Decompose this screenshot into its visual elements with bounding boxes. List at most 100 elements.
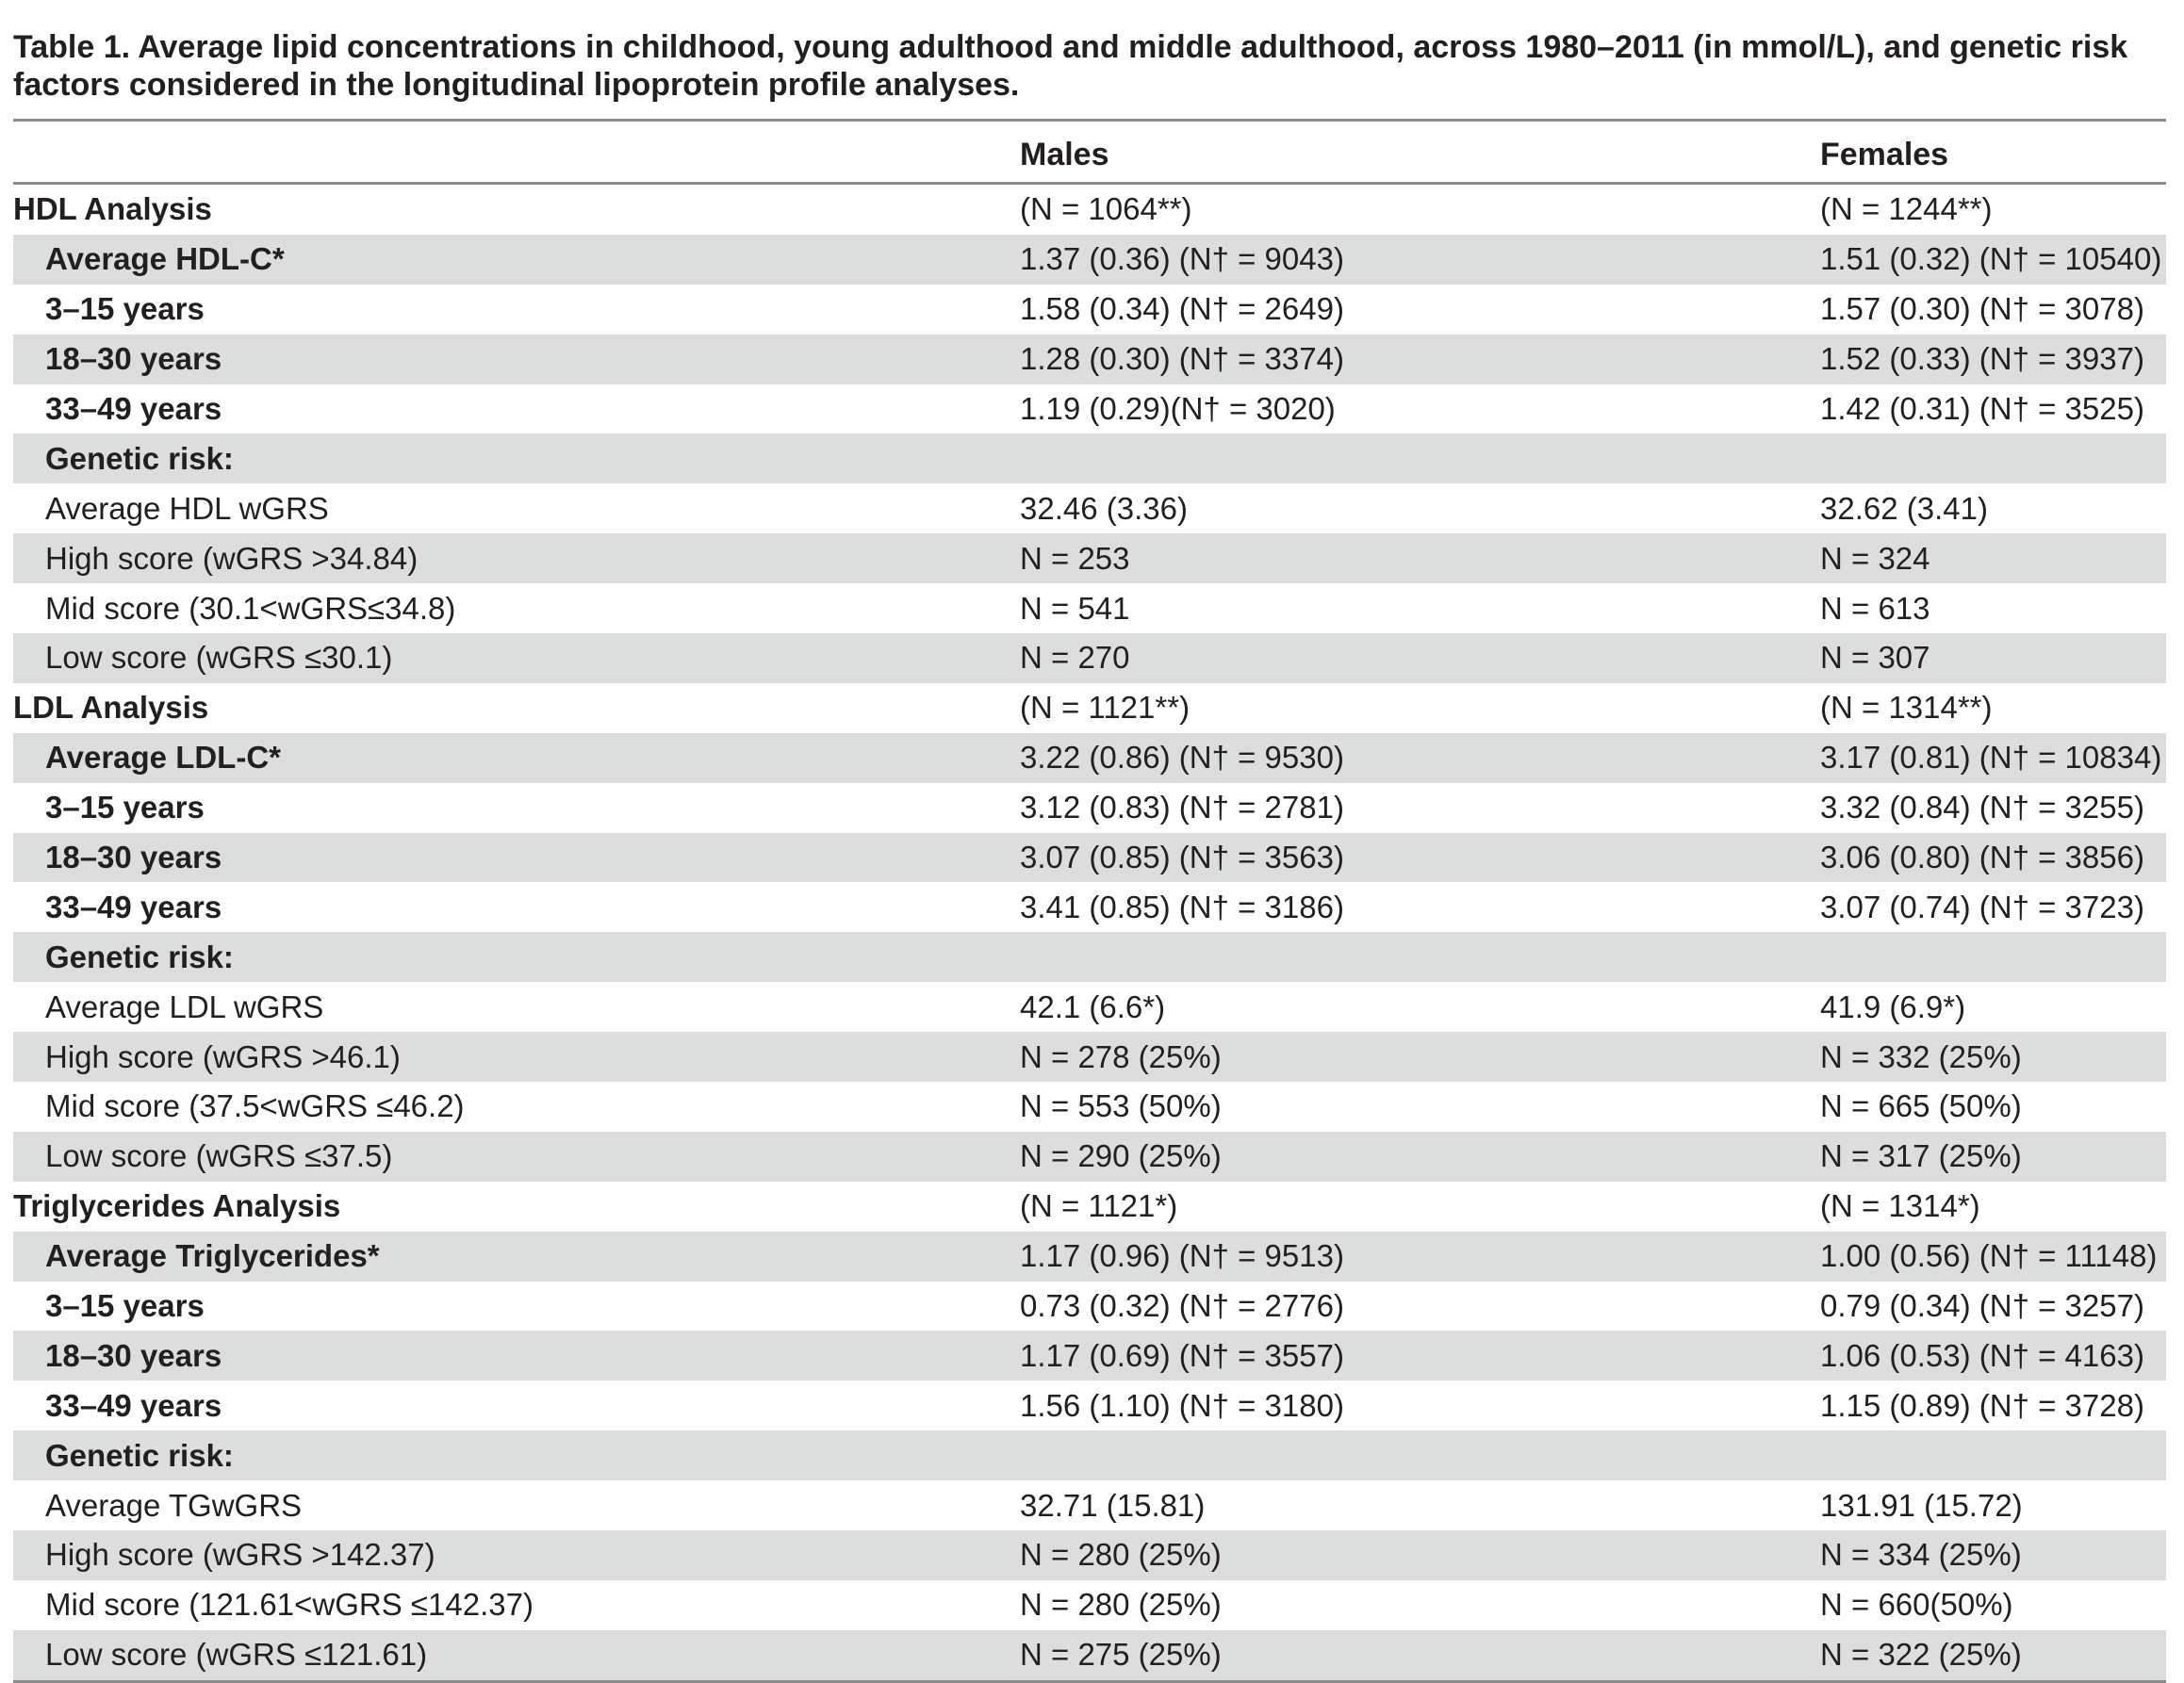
females-value: 1.06 (0.53) (N† = 4163): [1820, 1337, 2144, 1373]
row-label: Mid score (121.61<wGRS ≤142.37): [45, 1587, 534, 1623]
row-label: Mid score (30.1<wGRS≤34.8): [45, 590, 456, 626]
females-value: N = 665 (50%): [1820, 1088, 2022, 1124]
row-label: 3–15 years: [45, 291, 205, 327]
females-value: N = 613: [1820, 590, 1930, 626]
females-value: (N = 1314**): [1820, 690, 1993, 726]
table-header: Males Females: [13, 122, 2166, 182]
table-row: Low score (wGRS ≤37.5) N = 290 (25%) N = 3…: [13, 1131, 2166, 1182]
table-row: 18–30 years 3.07 (0.85) (N† = 3563) 3.06 (…: [13, 832, 2166, 883]
row-label: Average LDL wGRS: [45, 989, 324, 1024]
row-label: 3–15 years: [45, 1288, 205, 1324]
males-value: N = 270: [1020, 640, 1130, 676]
row-label: Low score (wGRS ≤121.61): [45, 1637, 428, 1673]
table-row: Genetic risk:: [13, 433, 2166, 484]
females-value: N = 660(50%): [1820, 1587, 2013, 1623]
table-row: Mid score (121.61<wGRS ≤142.37) N = 280 (…: [13, 1580, 2166, 1630]
table-row: Triglycerides Analysis (N = 1121*) (N = 13…: [13, 1182, 2166, 1232]
females-value: 3.06 (0.80) (N† = 3856): [1820, 840, 2144, 875]
row-label: Triglycerides Analysis: [13, 1188, 341, 1224]
header-males: Males: [1020, 137, 1109, 172]
females-value: 3.17 (0.81) (N† = 10834): [1820, 740, 2162, 776]
row-label: Mid score (37.5<wGRS ≤46.2): [45, 1088, 465, 1124]
table-row: 33–49 years 1.19 (0.29)(N† = 3020) 1.42 (0…: [13, 384, 2166, 434]
row-label: Genetic risk:: [45, 939, 234, 974]
table-row: HDL Analysis (N = 1064**) (N = 1244**): [13, 185, 2166, 235]
row-label: 18–30 years: [45, 1337, 222, 1373]
table-row: Genetic risk:: [13, 932, 2166, 983]
males-value: 3.12 (0.83) (N† = 2781): [1020, 790, 1344, 825]
table-row: Genetic risk:: [13, 1430, 2166, 1481]
row-label: Average Triglycerides*: [45, 1238, 380, 1274]
males-value: 3.07 (0.85) (N† = 3563): [1020, 840, 1344, 875]
females-value: N = 307: [1820, 640, 1930, 676]
males-value: N = 278 (25%): [1020, 1038, 1222, 1074]
row-label: 3–15 years: [45, 790, 205, 825]
males-value: 1.37 (0.36) (N† = 9043): [1020, 241, 1344, 277]
females-value: 1.42 (0.31) (N† = 3525): [1820, 391, 2144, 426]
row-label: High score (wGRS >46.1): [45, 1038, 401, 1074]
females-value: 131.91 (15.72): [1820, 1487, 2023, 1523]
table-row: Mid score (30.1<wGRS≤34.8) N = 541 N = 613: [13, 583, 2166, 633]
males-value: 3.41 (0.85) (N† = 3186): [1020, 889, 1344, 924]
males-value: N = 290 (25%): [1020, 1138, 1222, 1174]
males-value: 0.73 (0.32) (N† = 2776): [1020, 1288, 1344, 1324]
table-row: 3–15 years 3.12 (0.83) (N† = 2781) 3.32 (0…: [13, 783, 2166, 833]
data-table: Males Females HDL Analysis (N = 1064**) (N…: [13, 119, 2166, 1683]
table-top-rule: [13, 119, 2166, 122]
row-label: 18–30 years: [45, 341, 222, 377]
males-value: 42.1 (6.6*): [1020, 989, 1166, 1024]
row-label: LDL Analysis: [13, 690, 209, 726]
table-row: LDL Analysis (N = 1121**) (N = 1314**): [13, 683, 2166, 733]
table-row: High score (wGRS >46.1) N = 278 (25%) N = …: [13, 1032, 2166, 1083]
row-label: Average HDL wGRS: [45, 490, 329, 526]
table-header-rule: [13, 182, 2166, 185]
females-value: N = 324: [1820, 540, 1930, 576]
males-value: 3.22 (0.86) (N† = 9530): [1020, 740, 1344, 776]
table-row: Average LDL-C* 3.22 (0.86) (N† = 9530) 3.1…: [13, 732, 2166, 783]
row-label: 33–49 years: [45, 391, 222, 426]
table-body: HDL Analysis (N = 1064**) (N = 1244**) Aver…: [13, 185, 2166, 1680]
males-value: N = 253: [1020, 540, 1130, 576]
males-value: 32.46 (3.36): [1020, 490, 1188, 526]
males-value: N = 275 (25%): [1020, 1637, 1222, 1673]
males-value: N = 553 (50%): [1020, 1088, 1222, 1124]
row-label: Low score (wGRS ≤37.5): [45, 1138, 393, 1174]
females-value: 3.32 (0.84) (N† = 3255): [1820, 790, 2144, 825]
table-row: High score (wGRS >34.84) N = 253 N = 324: [13, 533, 2166, 584]
females-value: 1.00 (0.56) (N† = 11148): [1820, 1238, 2158, 1274]
males-value: (N = 1121**): [1020, 690, 1191, 726]
females-value: N = 322 (25%): [1820, 1637, 2022, 1673]
row-label: 33–49 years: [45, 889, 222, 924]
table-row: Average HDL wGRS 32.46 (3.36) 32.62 (3.41): [13, 483, 2166, 533]
males-value: N = 280 (25%): [1020, 1537, 1222, 1573]
females-value: 41.9 (6.9*): [1820, 989, 1966, 1024]
table-row: High score (wGRS >142.37) N = 280 (25%) N …: [13, 1530, 2166, 1580]
females-value: 1.57 (0.30) (N† = 3078): [1820, 291, 2144, 327]
row-label: Genetic risk:: [45, 1437, 234, 1473]
table-caption: Table 1. Average lipid concentrations in…: [13, 29, 2128, 103]
males-value: N = 280 (25%): [1020, 1587, 1222, 1623]
table-row: 33–49 years 1.56 (1.10) (N† = 3180) 1.15 (…: [13, 1381, 2166, 1430]
females-value: 32.62 (3.41): [1820, 490, 1988, 526]
table-row: Average TGwGRS 32.71 (15.81) 131.91 (15.72…: [13, 1480, 2166, 1530]
females-value: 0.79 (0.34) (N† = 3257): [1820, 1288, 2144, 1324]
row-label: Average HDL-C*: [45, 241, 285, 277]
females-value: 1.51 (0.32) (N† = 10540): [1820, 241, 2162, 277]
row-label: High score (wGRS >34.84): [45, 540, 419, 576]
row-label: Genetic risk:: [45, 440, 234, 476]
females-value: 3.07 (0.74) (N† = 3723): [1820, 889, 2144, 924]
males-value: 1.19 (0.29)(N† = 3020): [1020, 391, 1336, 426]
row-label: Low score (wGRS ≤30.1): [45, 640, 393, 676]
table-row: Average LDL wGRS 42.1 (6.6*) 41.9 (6.9*): [13, 982, 2166, 1032]
males-value: 32.71 (15.81): [1020, 1487, 1206, 1523]
table-row: 3–15 years 0.73 (0.32) (N† = 2776) 0.79 (0…: [13, 1282, 2166, 1332]
header-females: Females: [1820, 137, 1949, 172]
table-row: Average Triglycerides* 1.17 (0.96) (N† = …: [13, 1231, 2166, 1282]
males-value: 1.17 (0.96) (N† = 9513): [1020, 1238, 1344, 1274]
row-label: 18–30 years: [45, 840, 222, 875]
females-value: (N = 1314*): [1820, 1188, 1980, 1224]
table-row: Mid score (37.5<wGRS ≤46.2) N = 553 (50%)…: [13, 1082, 2166, 1132]
females-value: (N = 1244**): [1820, 191, 1993, 227]
males-value: 1.58 (0.34) (N† = 2649): [1020, 291, 1344, 327]
row-label: 33–49 years: [45, 1387, 222, 1423]
